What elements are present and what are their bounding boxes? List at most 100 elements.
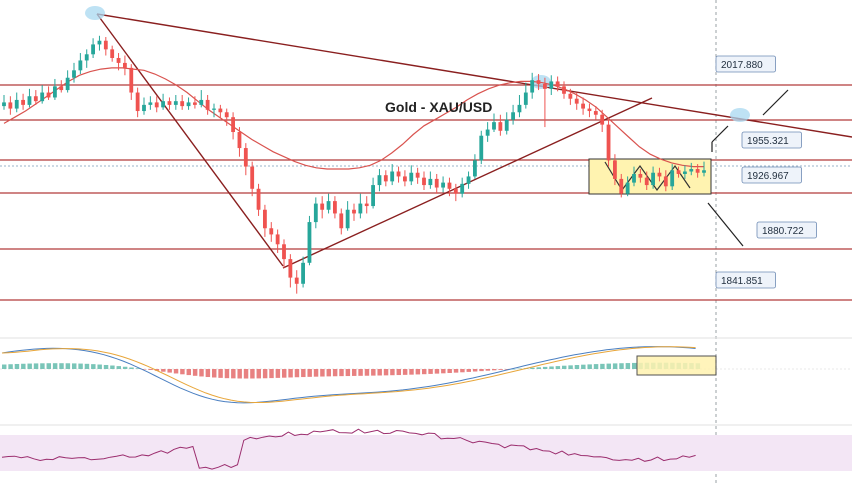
level-label-text: 1955.321 — [747, 136, 789, 147]
macd-histogram-bar — [34, 363, 38, 369]
candle-body — [683, 172, 687, 174]
candle-body — [619, 179, 623, 194]
macd-histogram-bar — [225, 369, 229, 378]
macd-histogram-bar — [307, 369, 311, 377]
macd-histogram-bar — [377, 369, 381, 375]
candle-body — [607, 125, 611, 161]
macd-histogram-bar — [371, 369, 375, 376]
candle-body — [677, 170, 681, 174]
candle-body — [378, 175, 382, 185]
moving-average-line — [4, 68, 704, 169]
candle-body — [594, 111, 598, 115]
candle-body — [422, 178, 426, 185]
candle-body — [524, 93, 528, 105]
macd-histogram-bar — [66, 363, 70, 369]
macd-histogram-bar — [390, 369, 394, 375]
candle-body — [696, 169, 700, 173]
macd-histogram-bar — [282, 369, 286, 378]
macd-histogram-bar — [59, 363, 63, 369]
macd-histogram-bar — [123, 367, 127, 369]
candle-body — [168, 101, 172, 105]
candle-body — [47, 93, 51, 98]
candle-body — [645, 178, 649, 185]
level-label-text: 2017.880 — [721, 60, 763, 71]
candle-body — [537, 80, 541, 84]
macd-histogram-bar — [492, 369, 496, 370]
candle-body — [638, 174, 642, 178]
macd-histogram-bar — [568, 365, 572, 369]
consolidation-box — [589, 159, 711, 194]
candle-body — [98, 41, 102, 45]
candle-body — [371, 185, 375, 206]
candle-body — [206, 100, 210, 110]
candle-body — [454, 189, 458, 194]
macd-histogram-bar — [517, 369, 521, 370]
projection-line — [763, 90, 788, 115]
candle-body — [142, 105, 146, 111]
macd-histogram-bar — [384, 369, 388, 375]
swing-highlight — [85, 6, 105, 20]
swing-highlight — [730, 108, 750, 122]
macd-histogram-bar — [129, 367, 133, 369]
candle-body — [390, 172, 394, 182]
macd-histogram-bar — [206, 369, 210, 377]
candle-body — [136, 93, 140, 112]
macd-histogram-bar — [104, 365, 108, 369]
candle-body — [460, 184, 464, 194]
candle-body — [320, 204, 324, 210]
macd-histogram-bar — [97, 365, 101, 369]
macd-histogram-bar — [600, 364, 604, 369]
macd-histogram-bar — [346, 369, 350, 376]
candle-body — [269, 228, 273, 234]
candle-body — [180, 101, 184, 106]
impulse-line — [97, 14, 283, 266]
macd-histogram-bar — [314, 369, 318, 377]
macd-histogram-bar — [498, 369, 502, 370]
candle-body — [543, 84, 547, 89]
candle-body — [518, 105, 522, 112]
rsi-panel — [0, 425, 852, 471]
candle-body — [244, 148, 248, 167]
macd-histogram-bar — [587, 364, 591, 369]
candle-body — [428, 179, 432, 185]
candle-body — [486, 130, 490, 136]
candle-body — [549, 81, 553, 88]
macd-histogram-bar — [110, 366, 114, 369]
candle-body — [282, 244, 286, 259]
candle-body — [257, 189, 261, 210]
candle-body — [651, 173, 655, 185]
macd-histogram-bar — [212, 369, 216, 377]
macd-histogram-bar — [632, 363, 636, 369]
macd-histogram-bar — [218, 369, 222, 378]
candle-body — [59, 86, 63, 90]
macd-histogram-bar — [460, 369, 464, 372]
candle-body — [34, 96, 38, 101]
candle-body — [581, 104, 585, 109]
macd-histogram-bar — [327, 369, 331, 376]
level-label-text: 1841.851 — [721, 276, 763, 287]
candle-body — [358, 204, 362, 214]
macd-histogram-bar — [167, 369, 171, 373]
macd-histogram-bar — [257, 369, 261, 378]
candle-body — [238, 132, 242, 148]
macd-histogram-bar — [199, 369, 203, 376]
macd-histogram-bar — [53, 363, 57, 369]
macd-histogram-bar — [397, 369, 401, 375]
rsi-band — [0, 435, 852, 471]
candle-body — [664, 176, 668, 186]
projection-line — [708, 203, 743, 246]
candle-body — [21, 100, 25, 105]
macd-histogram-bar — [613, 363, 617, 369]
macd-histogram-bar — [339, 369, 343, 376]
macd-histogram-bar — [441, 369, 445, 373]
candle-body — [187, 102, 191, 106]
candle-body — [2, 102, 6, 106]
level-labels: 2017.8801955.3211926.9671880.7221841.851 — [716, 56, 817, 288]
chart-title: Gold - XAU/USD — [385, 99, 492, 115]
candle-body — [8, 102, 12, 108]
macd-histogram-bar — [581, 365, 585, 369]
candle-body — [658, 173, 662, 177]
candle-body — [346, 210, 350, 229]
